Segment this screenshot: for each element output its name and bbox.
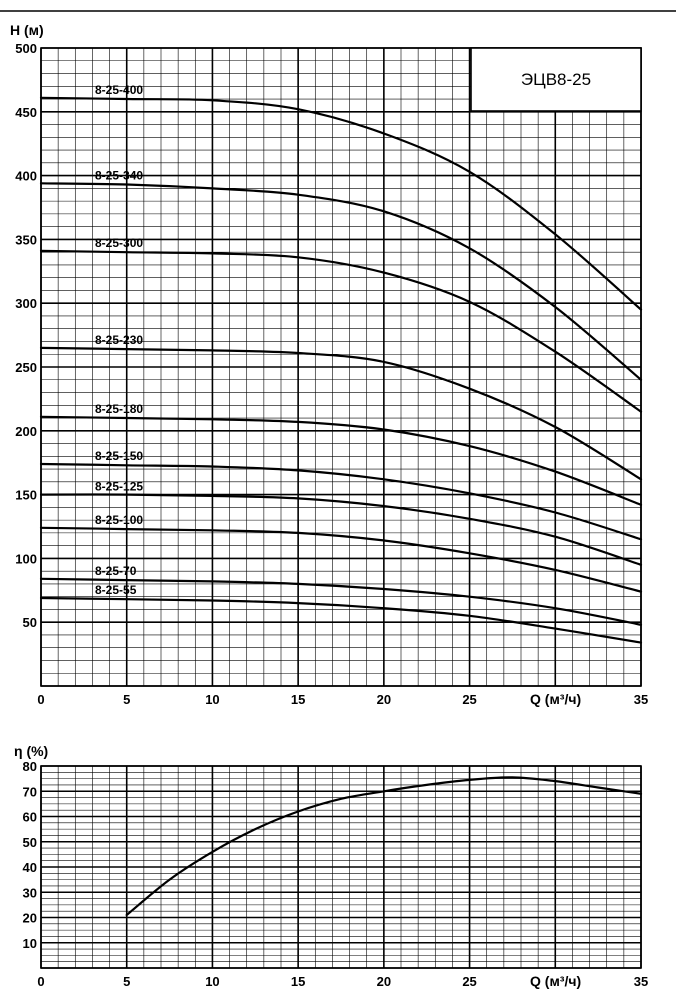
head-curve-8-25-180 xyxy=(39,415,643,506)
head-curve-8-25-400 xyxy=(39,96,643,311)
head-x-tick-label: 15 xyxy=(291,692,305,707)
head-curve-8-25-230 xyxy=(39,346,643,481)
efficiency-x-tick-label: 15 xyxy=(291,974,305,989)
head-plot-frame xyxy=(40,47,642,687)
head-x-tick-label: 5 xyxy=(123,692,130,707)
efficiency-y-tick-label: 20 xyxy=(23,911,37,926)
head-curve-8-25-125 xyxy=(39,493,643,566)
head-x-ticks: 0 5 10 15 20 25 35 xyxy=(37,692,648,707)
efficiency-x-tick-label: 5 xyxy=(123,974,130,989)
head-y-tick-label: 150 xyxy=(15,488,37,503)
series-label-8-25-400: 8-25-400 xyxy=(95,83,143,97)
efficiency-y-tick-label: 50 xyxy=(23,835,37,850)
efficiency-y-tick-label: 70 xyxy=(23,784,37,799)
efficiency-curves xyxy=(125,776,643,917)
head-y-axis-title: H (м) xyxy=(10,22,44,38)
series-label-8-25-55: 8-25-55 xyxy=(95,583,137,597)
head-curve-8-25-55 xyxy=(39,596,643,644)
head-series-labels: 8-25-400 8-25-340 8-25-300 8-25-230 8-25-180… xyxy=(95,83,143,597)
head-curves xyxy=(39,96,643,644)
series-label-8-25-340: 8-25-340 xyxy=(95,168,143,182)
series-label-8-25-125: 8-25-125 xyxy=(95,480,143,494)
head-y-tick-label: 200 xyxy=(15,424,37,439)
head-y-tick-label: 400 xyxy=(15,169,37,184)
efficiency-y-axis-title: η (%) xyxy=(14,743,48,759)
efficiency-y-ticks: 10 20 30 40 50 60 70 80 xyxy=(23,759,37,951)
model-title-box xyxy=(470,47,642,112)
head-grid xyxy=(40,47,642,687)
efficiency-y-tick-label: 60 xyxy=(23,810,37,825)
head-y-tick-label: 350 xyxy=(15,232,37,247)
head-curve-8-25-150 xyxy=(39,462,643,541)
head-y-tick-label: 300 xyxy=(15,296,37,311)
efficiency-grid xyxy=(40,765,642,969)
efficiency-chart: 0 5 10 15 20 25 35 10 20 30 40 50 60 70 80 η (%) Q (м… xyxy=(14,743,648,989)
head-y-tick-label: 250 xyxy=(15,360,37,375)
head-curve-8-25-100 xyxy=(39,526,643,593)
efficiency-curve xyxy=(125,776,643,917)
head-curve-8-25-340 xyxy=(39,182,643,381)
efficiency-x-tick-label: 25 xyxy=(462,974,476,989)
head-x-tick-label: 10 xyxy=(205,692,219,707)
efficiency-x-axis-title: Q (м³/ч) xyxy=(530,973,581,989)
efficiency-y-tick-label: 10 xyxy=(23,936,37,951)
head-x-tick-label: 35 xyxy=(634,692,648,707)
efficiency-x-tick-label: 35 xyxy=(634,974,648,989)
efficiency-plot-frame xyxy=(40,765,642,969)
head-x-axis-title: Q (м³/ч) xyxy=(530,691,581,707)
head-y-ticks: 50 100 150 200 250 300 350 400 450 500 xyxy=(15,41,37,630)
head-y-tick-label: 500 xyxy=(15,41,37,56)
head-y-tick-label: 450 xyxy=(15,105,37,120)
efficiency-y-tick-label: 30 xyxy=(23,885,37,900)
efficiency-y-tick-label: 80 xyxy=(23,759,37,774)
efficiency-x-tick-label: 0 xyxy=(37,974,44,989)
head-y-tick-label: 50 xyxy=(23,615,37,630)
head-curve-8-25-70 xyxy=(39,577,643,626)
series-label-8-25-100: 8-25-100 xyxy=(95,513,143,527)
series-label-8-25-180: 8-25-180 xyxy=(95,402,143,416)
efficiency-x-tick-label: 10 xyxy=(205,974,219,989)
efficiency-x-ticks: 0 5 10 15 20 25 35 xyxy=(37,974,648,989)
head-x-tick-label: 0 xyxy=(37,692,44,707)
efficiency-y-tick-label: 40 xyxy=(23,860,37,875)
head-x-tick-label: 25 xyxy=(462,692,476,707)
series-label-8-25-230: 8-25-230 xyxy=(95,333,143,347)
series-label-8-25-150: 8-25-150 xyxy=(95,449,143,463)
head-chart: 8-25-400 8-25-340 8-25-300 8-25-230 8-25-180… xyxy=(10,22,648,707)
series-label-8-25-70: 8-25-70 xyxy=(95,564,137,578)
head-x-tick-label: 20 xyxy=(377,692,391,707)
head-curve-8-25-300 xyxy=(39,249,643,413)
series-label-8-25-300: 8-25-300 xyxy=(95,236,143,250)
head-y-tick-label: 100 xyxy=(15,551,37,566)
model-title-text: ЭЦВ8-25 xyxy=(521,70,591,89)
efficiency-x-tick-label: 20 xyxy=(377,974,391,989)
